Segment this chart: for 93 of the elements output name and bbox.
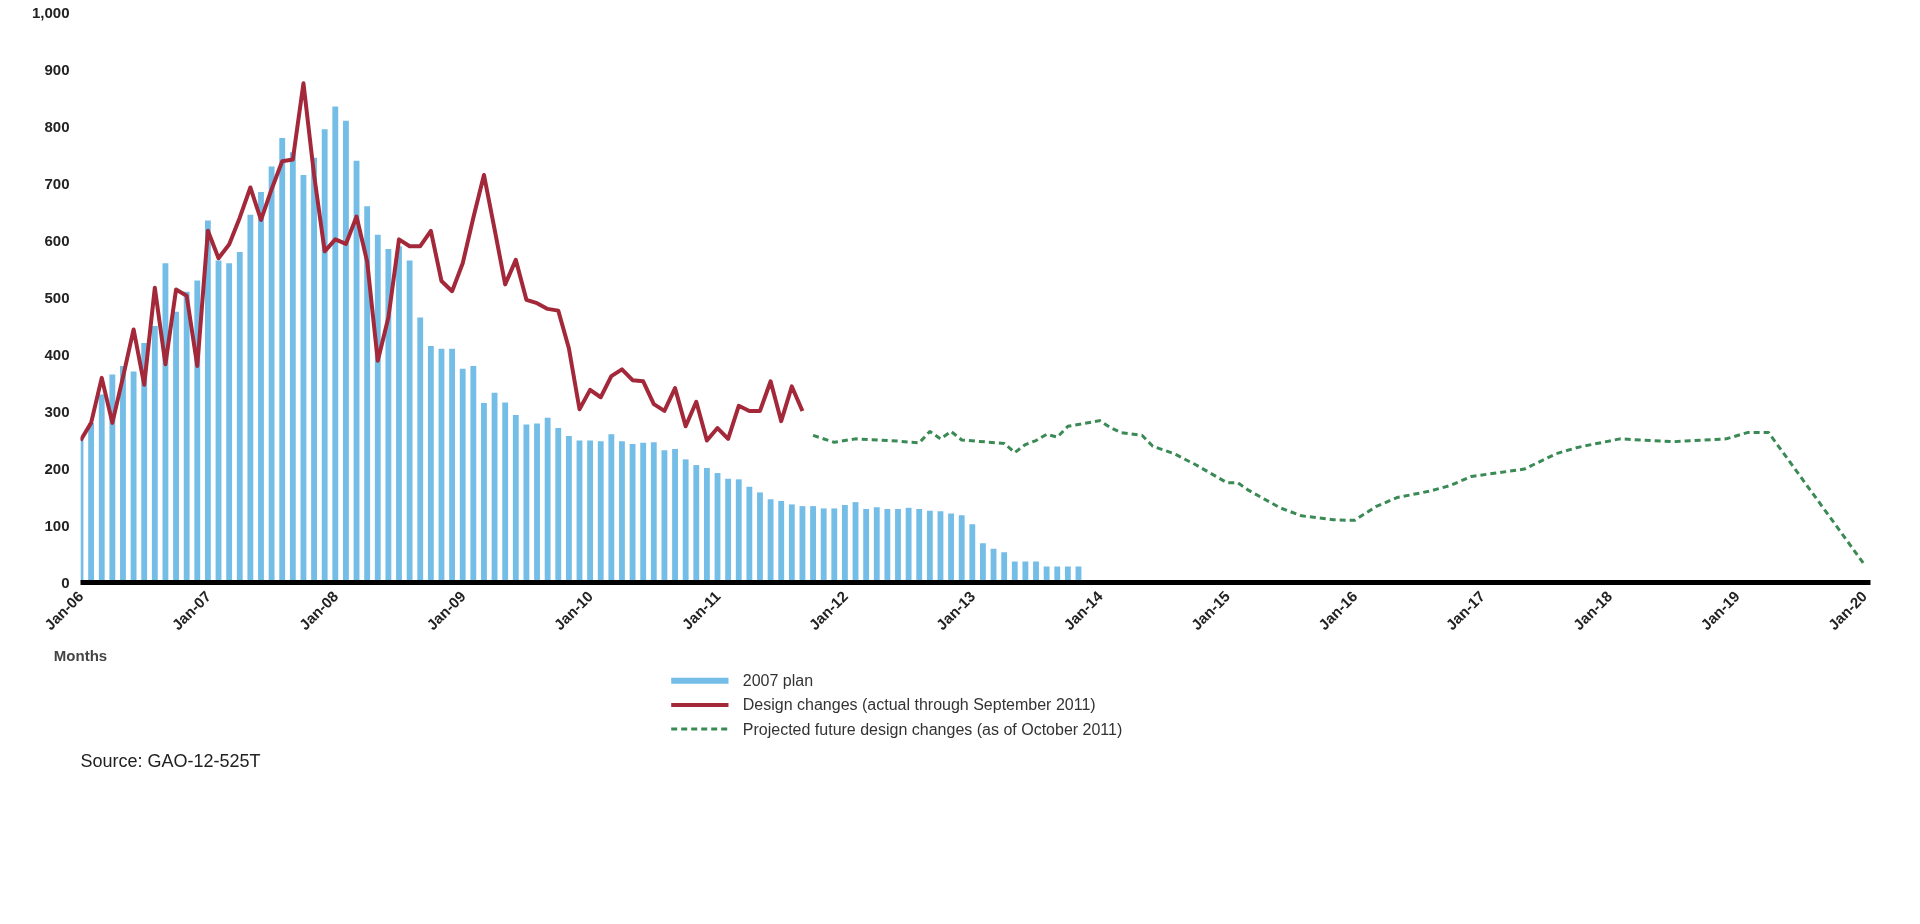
bar (746, 486, 753, 583)
bar (1011, 561, 1018, 583)
line-series (80, 81, 805, 443)
bar (1001, 552, 1008, 583)
bar (788, 504, 795, 583)
y-tick-label: 200 (44, 459, 70, 477)
bar (343, 120, 349, 583)
bar (767, 499, 774, 583)
bar (268, 166, 275, 583)
bar (619, 441, 625, 583)
bar (396, 246, 402, 583)
y-tick-label: 700 (44, 174, 70, 192)
bar (703, 467, 710, 583)
bar (173, 311, 179, 583)
bar (969, 524, 976, 583)
bar (565, 436, 572, 583)
bar (481, 402, 487, 583)
bar (141, 343, 148, 583)
x-axis-title: Months (53, 647, 108, 665)
bar (427, 345, 434, 583)
bar (980, 543, 986, 583)
legend-label: Design changes (actual through September 2011) (742, 696, 1096, 714)
bar (406, 260, 413, 583)
bar (693, 465, 700, 583)
bar (183, 291, 190, 583)
bar (332, 106, 339, 583)
bar (640, 442, 647, 583)
bar (926, 510, 933, 583)
bar (98, 394, 105, 583)
bar (841, 504, 848, 583)
bar (502, 402, 509, 583)
bar (948, 513, 954, 583)
bar (459, 368, 466, 583)
y-tick-label: 1,000 (31, 3, 70, 21)
bar (544, 417, 551, 583)
bar (120, 365, 126, 583)
bar (449, 348, 456, 583)
bar (1033, 561, 1039, 583)
bar (470, 365, 477, 583)
bar (258, 192, 264, 583)
y-tick-label: 100 (44, 516, 70, 534)
legend-label: 2007 plan (742, 672, 814, 690)
bar (512, 414, 519, 583)
bar (810, 506, 816, 583)
bar (534, 423, 540, 583)
y-tick-label: 300 (44, 402, 70, 420)
bar (735, 479, 742, 583)
bar (374, 234, 381, 583)
y-tick-label: 800 (44, 117, 70, 135)
bar (820, 508, 827, 583)
bar (289, 152, 296, 583)
bar (597, 441, 604, 583)
bar (916, 508, 923, 583)
bar (311, 157, 317, 583)
y-tick-label: 400 (44, 345, 70, 363)
bar (650, 442, 657, 583)
bar (778, 500, 785, 583)
bar (226, 263, 233, 583)
bar (417, 317, 424, 583)
bar (321, 129, 328, 583)
bar (204, 220, 211, 583)
bar (109, 374, 116, 583)
bar (884, 508, 891, 583)
bar (958, 515, 965, 583)
bar (151, 326, 158, 583)
bar (863, 508, 870, 583)
bar (587, 440, 594, 583)
bar (364, 206, 371, 583)
bar (682, 459, 689, 583)
bar (555, 428, 562, 583)
bar (279, 137, 286, 583)
y-tick-label: 500 (44, 288, 70, 306)
bar (608, 434, 615, 583)
bar (672, 449, 678, 583)
bar (523, 424, 530, 583)
bar (831, 508, 838, 583)
bar (385, 249, 392, 583)
source-note: Source: GAO-12-525T (80, 750, 261, 771)
y-tick-label: 0 (61, 573, 70, 591)
bar (236, 251, 243, 583)
bar (725, 478, 732, 583)
bar (247, 214, 254, 583)
bar (130, 371, 137, 583)
line-series (811, 419, 1866, 566)
legend-label: Projected future design changes (as of October 2011) (742, 720, 1123, 738)
y-tick-label: 900 (44, 60, 70, 78)
y-tick-label: 600 (44, 231, 70, 249)
bar (905, 507, 912, 583)
bar (895, 508, 901, 583)
bar (88, 422, 95, 583)
bar (1022, 561, 1029, 583)
bar (757, 492, 763, 583)
bar (873, 507, 880, 583)
